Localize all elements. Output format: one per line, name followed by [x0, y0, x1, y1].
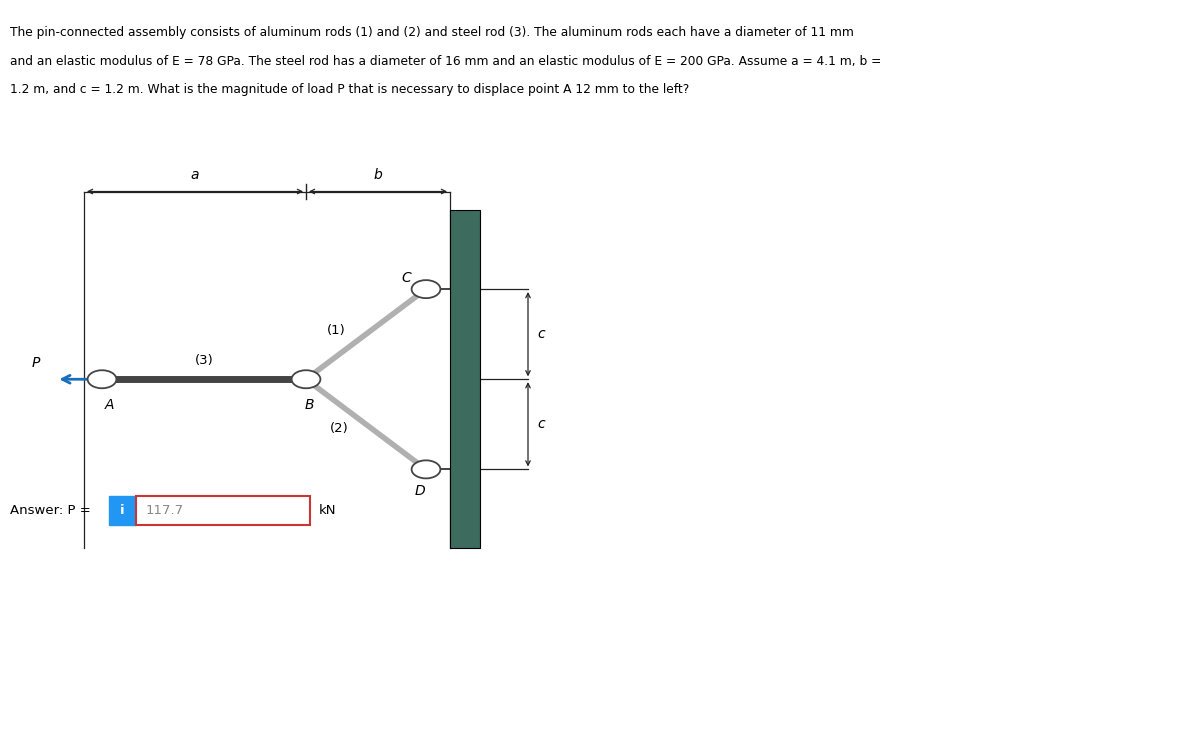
Text: C: C — [402, 271, 412, 285]
Text: 1.2 m, and c = 1.2 m. What is the magnitude of load P that is necessary to displ: 1.2 m, and c = 1.2 m. What is the magnit… — [10, 83, 689, 96]
Text: kN: kN — [319, 504, 337, 517]
Text: i: i — [120, 504, 125, 517]
Text: and an elastic modulus of E = 78 GPa. The steel rod has a diameter of 16 mm and : and an elastic modulus of E = 78 GPa. Th… — [10, 55, 881, 68]
Circle shape — [412, 280, 440, 298]
Text: Answer: P =: Answer: P = — [10, 504, 90, 517]
Text: D: D — [415, 484, 425, 499]
Bar — [109, 496, 136, 525]
Text: (1): (1) — [326, 324, 346, 337]
Circle shape — [88, 370, 116, 388]
Text: c: c — [538, 418, 545, 431]
Text: (2): (2) — [330, 421, 349, 435]
Circle shape — [292, 370, 320, 388]
Bar — [450, 210, 480, 548]
Text: P: P — [32, 356, 40, 369]
Text: The pin-connected assembly consists of aluminum rods (1) and (2) and steel rod (: The pin-connected assembly consists of a… — [10, 26, 853, 39]
Text: a: a — [191, 168, 199, 182]
Bar — [136, 496, 310, 525]
Circle shape — [412, 460, 440, 478]
Text: B: B — [305, 398, 314, 412]
Text: 117.7: 117.7 — [145, 504, 184, 517]
Text: c: c — [538, 327, 545, 341]
Text: A: A — [104, 398, 114, 412]
Text: b: b — [373, 168, 383, 182]
Text: (3): (3) — [194, 354, 214, 367]
